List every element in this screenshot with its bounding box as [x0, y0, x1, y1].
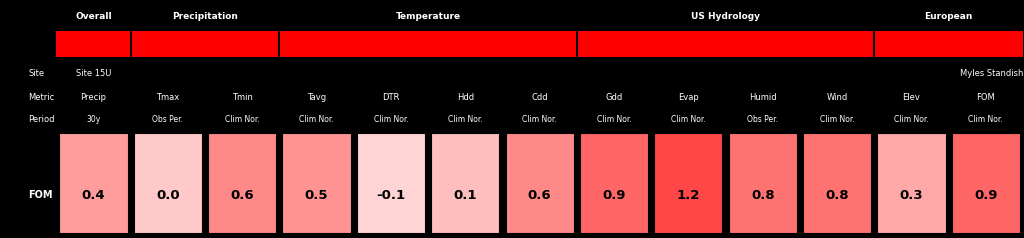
- Text: Clim Nor.: Clim Nor.: [225, 114, 260, 124]
- Text: Myles Standish: Myles Standish: [959, 69, 1023, 78]
- Text: -0.1: -0.1: [377, 189, 406, 202]
- Text: 30y: 30y: [86, 114, 100, 124]
- Text: 0.6: 0.6: [230, 189, 254, 202]
- Text: Clim Nor.: Clim Nor.: [374, 114, 409, 124]
- Text: Clim Nor.: Clim Nor.: [447, 114, 482, 124]
- Text: Humid: Humid: [749, 93, 776, 102]
- Text: 0.9: 0.9: [974, 189, 997, 202]
- Text: 0.5: 0.5: [305, 189, 329, 202]
- Bar: [654, 133, 723, 233]
- Text: Wind: Wind: [826, 93, 848, 102]
- Bar: [506, 133, 573, 233]
- Text: Evap: Evap: [678, 93, 698, 102]
- Text: Obs Per.: Obs Per.: [153, 114, 183, 124]
- Bar: [134, 133, 202, 233]
- Text: 0.1: 0.1: [454, 189, 477, 202]
- Bar: [208, 133, 276, 233]
- Text: Tmax: Tmax: [157, 93, 179, 102]
- Bar: [878, 133, 945, 233]
- Text: Clim Nor.: Clim Nor.: [671, 114, 706, 124]
- Text: 0.0: 0.0: [156, 189, 179, 202]
- Bar: [951, 133, 1020, 233]
- Text: 0.6: 0.6: [527, 189, 552, 202]
- Text: Obs Per.: Obs Per.: [748, 114, 778, 124]
- Text: FOM: FOM: [977, 93, 995, 102]
- Text: Tavg: Tavg: [307, 93, 326, 102]
- Bar: [283, 133, 350, 233]
- Text: Site 15U: Site 15U: [76, 69, 112, 78]
- Text: Gdd: Gdd: [605, 93, 623, 102]
- Text: US Hydrology: US Hydrology: [691, 12, 760, 21]
- Text: 0.9: 0.9: [602, 189, 626, 202]
- Text: FOM: FOM: [29, 190, 52, 200]
- Text: 0.4: 0.4: [82, 189, 105, 202]
- Bar: [56, 31, 1023, 57]
- Text: Period: Period: [29, 114, 54, 124]
- Text: Site: Site: [29, 69, 44, 78]
- Text: 1.2: 1.2: [677, 189, 700, 202]
- Bar: [59, 133, 128, 233]
- Text: Clim Nor.: Clim Nor.: [894, 114, 929, 124]
- Text: Clim Nor.: Clim Nor.: [522, 114, 557, 124]
- Text: Hdd: Hdd: [457, 93, 474, 102]
- Text: Precip: Precip: [81, 93, 106, 102]
- Text: Tmin: Tmin: [231, 93, 253, 102]
- Text: Clim Nor.: Clim Nor.: [299, 114, 334, 124]
- Text: Temperature: Temperature: [395, 12, 461, 21]
- Bar: [356, 133, 425, 233]
- Text: 0.8: 0.8: [825, 189, 849, 202]
- Bar: [803, 133, 871, 233]
- Text: DTR: DTR: [382, 93, 399, 102]
- Text: 0.8: 0.8: [751, 189, 774, 202]
- Text: Precipitation: Precipitation: [172, 12, 238, 21]
- Bar: [431, 133, 500, 233]
- Text: Clim Nor.: Clim Nor.: [597, 114, 632, 124]
- Text: Cdd: Cdd: [531, 93, 548, 102]
- Bar: [580, 133, 648, 233]
- Text: European: European: [925, 12, 973, 21]
- Text: Clim Nor.: Clim Nor.: [969, 114, 1004, 124]
- Text: Overall: Overall: [75, 12, 112, 21]
- Text: Clim Nor.: Clim Nor.: [819, 114, 854, 124]
- Text: 0.3: 0.3: [900, 189, 924, 202]
- Text: Elev: Elev: [902, 93, 921, 102]
- Text: Metric: Metric: [29, 93, 54, 102]
- Bar: [729, 133, 797, 233]
